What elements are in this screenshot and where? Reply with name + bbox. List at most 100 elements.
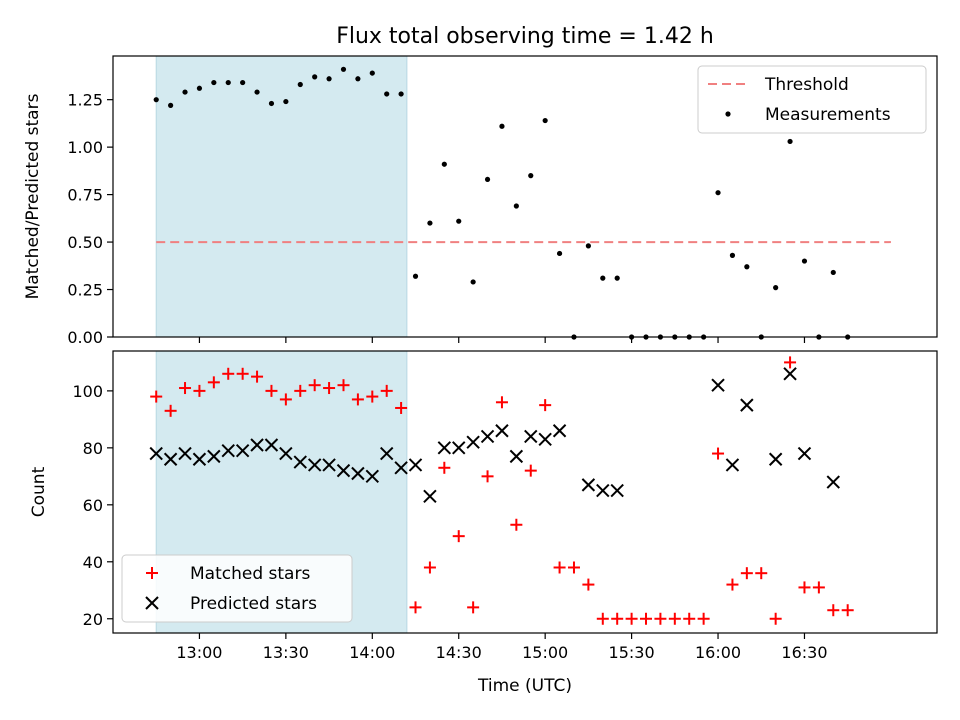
matched-star-point — [712, 447, 725, 460]
matched-star-point — [164, 404, 177, 417]
measurement-point — [312, 74, 318, 80]
matched-star-point — [467, 601, 480, 614]
measurement-point — [297, 81, 303, 88]
measurement-point — [556, 250, 563, 257]
top-observing-window — [155, 55, 408, 338]
matched-star-point — [755, 567, 768, 580]
matched-star-point — [222, 367, 235, 380]
matched-star-point — [179, 382, 192, 395]
predicted-star-point — [207, 449, 221, 464]
predicted-star-point — [768, 452, 783, 466]
matched-star-point — [351, 393, 364, 406]
top-y-tick-label: 0.25 — [67, 281, 103, 300]
bottom-legend-box — [121, 554, 353, 623]
bottom-y-ticks: 20 40 60 80 100 — [72, 382, 113, 629]
matched-star-point — [668, 612, 681, 625]
matched-star-point — [366, 390, 379, 403]
matched-star-point — [510, 518, 523, 531]
matched-star-point — [409, 601, 422, 614]
measurement-point — [773, 285, 779, 291]
measurement-point — [441, 161, 447, 167]
predicted-star-point — [711, 378, 725, 392]
matched-star-point — [207, 376, 220, 389]
predicted-star-point — [279, 446, 293, 461]
legend-predicted-swatch — [145, 596, 159, 610]
top-y-ticks: 0.00 0.25 0.50 0.75 1.00 1.25 — [67, 91, 113, 347]
predicted-star-point — [365, 469, 380, 484]
matched-star-point — [769, 612, 782, 625]
measurement-point — [830, 269, 836, 276]
x-tick-label: 15:30 — [609, 643, 655, 662]
measurement-point — [801, 258, 808, 264]
x-tick-label: 14:30 — [436, 643, 482, 662]
top-panel: 0.00 0.25 0.50 0.75 1.00 1.25 Flux total obse… — [23, 24, 938, 347]
matched-star-point — [640, 612, 653, 625]
x-tick-label: 16:00 — [695, 643, 741, 662]
measurement-point — [715, 190, 721, 196]
matched-star-point — [438, 461, 451, 474]
top-y-axis-label: Matched/Predicted stars — [23, 93, 43, 299]
matched-stars-points — [150, 356, 854, 625]
matched-star-point — [567, 561, 580, 574]
matched-star-point — [452, 530, 465, 543]
x-tick-label: 13:30 — [263, 643, 309, 662]
bottom-y-tick-label: 80 — [83, 439, 103, 458]
predicted-star-point — [163, 452, 178, 466]
matched-star-point — [812, 581, 825, 594]
predicted-stars-points — [149, 367, 840, 503]
measurement-point — [168, 102, 174, 108]
measurement-point — [182, 89, 188, 95]
legend-matched-swatch — [146, 567, 158, 579]
legend-matched-label: Matched stars — [190, 564, 310, 584]
predicted-star-point — [351, 466, 365, 481]
predicted-star-point — [264, 438, 279, 452]
predicted-star-point — [581, 478, 596, 492]
measurement-point — [268, 100, 275, 107]
matched-star-point — [654, 612, 667, 625]
measurement-point — [355, 76, 361, 82]
measurement-point — [585, 243, 591, 249]
predicted-star-point — [423, 489, 437, 503]
top-y-tick-label: 0.00 — [67, 328, 103, 347]
matched-star-point — [279, 393, 292, 406]
measurement-point — [153, 97, 159, 103]
matched-star-point — [380, 384, 393, 397]
top-y-tick-label: 0.50 — [67, 233, 103, 252]
matched-star-point — [423, 561, 436, 574]
predicted-star-point — [408, 458, 423, 472]
measurement-point — [240, 79, 246, 86]
predicted-star-point — [725, 458, 740, 472]
measurement-point — [729, 252, 736, 258]
predicted-star-point — [452, 441, 466, 455]
x-tick-label: 16:30 — [781, 643, 827, 662]
matched-star-point — [625, 612, 638, 625]
measurement-point — [542, 117, 548, 124]
top-legend-box — [697, 65, 927, 134]
predicted-star-point — [596, 483, 610, 498]
measurement-point — [412, 273, 419, 279]
predicted-star-point — [221, 443, 235, 458]
matched-star-point — [726, 578, 739, 591]
matched-star-point — [395, 401, 408, 414]
matched-star-point — [784, 356, 797, 369]
predicted-star-point — [336, 463, 351, 478]
legend-threshold-label: Threshold — [764, 75, 849, 95]
x-tick-label: 14:00 — [349, 643, 395, 662]
measurements-points — [153, 66, 851, 340]
bottom-plot-frame — [112, 350, 938, 634]
predicted-star-point — [394, 461, 408, 475]
matched-star-point — [798, 581, 811, 594]
measurement-point — [513, 203, 519, 209]
measurement-point — [456, 218, 462, 224]
chart-title: Flux total observing time = 1.42 h — [336, 24, 714, 49]
matched-star-point — [265, 384, 278, 397]
predicted-star-point — [538, 432, 552, 447]
bottom-y-tick-label: 40 — [83, 553, 103, 572]
predicted-star-point — [826, 475, 840, 489]
matched-star-point — [582, 578, 595, 591]
predicted-star-point — [307, 458, 322, 472]
matched-star-point — [740, 567, 753, 580]
measurement-point — [600, 275, 606, 281]
measurement-point — [614, 275, 620, 281]
bottom-y-axis-label: Count — [29, 466, 49, 517]
